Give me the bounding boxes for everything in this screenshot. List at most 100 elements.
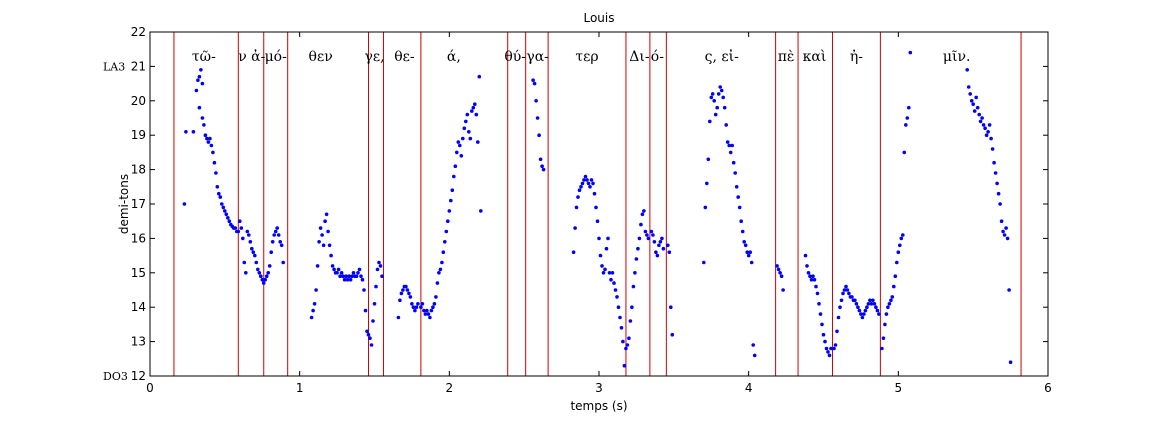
pitch-point	[443, 240, 447, 244]
pitch-point	[853, 298, 857, 303]
pitch-point	[990, 147, 995, 151]
pitch-point	[987, 123, 992, 127]
pitch-point	[440, 260, 444, 265]
pitch-point	[619, 326, 624, 330]
y-tick-label: 17	[131, 197, 146, 211]
pitch-point	[420, 302, 425, 306]
syllable-label: καὶ	[803, 48, 827, 65]
x-tick-label: 1	[296, 381, 304, 395]
pitch-point	[776, 267, 781, 272]
pitch-point	[378, 264, 383, 268]
pitch-point	[368, 336, 372, 341]
pitch-point	[645, 233, 649, 237]
pitch-point	[779, 274, 784, 279]
pitch-point	[592, 191, 597, 196]
pitch-point	[474, 112, 479, 117]
pitch-point	[226, 216, 230, 220]
pitch-point	[205, 136, 209, 141]
pitch-point	[655, 253, 660, 258]
pitch-point	[269, 250, 274, 254]
pitch-point	[465, 112, 470, 117]
y-tick-label: 19	[131, 128, 146, 142]
pitch-point	[845, 288, 850, 292]
pitch-point	[871, 298, 875, 303]
pitch-point	[710, 92, 715, 96]
pitch-point	[217, 191, 221, 196]
pitch-point	[986, 130, 990, 134]
pitch-point	[612, 281, 616, 285]
pitch-point	[200, 81, 205, 86]
pitch-point	[651, 233, 655, 237]
pitch-point	[670, 332, 675, 337]
pitch-point	[1002, 233, 1007, 237]
pitch-point	[832, 346, 836, 351]
chart-title: Louis	[583, 11, 614, 25]
pitch-point	[616, 305, 621, 310]
pitch-point	[751, 343, 755, 347]
pitch-point	[329, 253, 333, 258]
pitch-point	[396, 315, 401, 320]
pitch-point	[459, 154, 464, 158]
pitch-point	[814, 284, 818, 289]
pitch-point	[971, 102, 975, 106]
syllable-label: μό-	[265, 49, 288, 65]
pitch-point	[706, 157, 711, 162]
pitch-point	[437, 271, 441, 275]
pitch-point	[278, 240, 283, 244]
pitch-point	[636, 246, 640, 251]
pitch-point	[372, 302, 377, 306]
pitch-point	[220, 202, 224, 206]
pitch-point	[628, 319, 633, 323]
pitch-point	[405, 288, 410, 292]
pitch-point	[196, 78, 200, 82]
pitch-point	[257, 271, 262, 275]
pitch-point	[267, 264, 272, 268]
pitch-point	[817, 302, 821, 306]
pitch-point	[775, 264, 779, 268]
pitch-point	[875, 308, 880, 313]
syllable-label: μῖν.	[943, 49, 971, 65]
pitch-point	[654, 250, 658, 254]
pitch-point	[708, 119, 712, 124]
pitch-point	[666, 243, 670, 248]
pitch-point	[582, 178, 586, 182]
y-tick-label: 21	[131, 59, 146, 73]
pitch-point	[335, 271, 339, 275]
pitch-point	[426, 312, 431, 316]
y-tick-label: 20	[131, 94, 146, 108]
pitch-point	[637, 236, 642, 241]
x-tick-label: 2	[446, 381, 454, 395]
pitch-point	[742, 240, 746, 244]
pitch-point	[446, 219, 450, 223]
pitch-point	[419, 305, 423, 310]
pitch-point	[896, 250, 901, 254]
pitch-point	[809, 277, 814, 282]
pitch-point	[968, 92, 972, 96]
pitch-point	[601, 271, 606, 275]
pitch-point	[255, 267, 260, 272]
pitch-point	[597, 236, 601, 241]
pitch-point	[975, 105, 980, 110]
pitch-point	[890, 295, 895, 299]
pitch-point	[841, 291, 845, 296]
syllable-label: Δι-	[629, 49, 650, 65]
pitch-point	[401, 288, 405, 292]
pitch-point	[360, 277, 365, 282]
pitch-point	[734, 185, 739, 189]
pitch-point	[476, 140, 480, 144]
pitch-point	[449, 198, 453, 203]
pitch-point	[847, 291, 851, 296]
pitch-point	[452, 174, 456, 179]
pitch-point	[339, 271, 344, 275]
pitch-point	[821, 332, 826, 337]
pitch-point	[535, 116, 540, 120]
pitch-point	[658, 240, 663, 244]
pitch-point	[538, 157, 543, 162]
pitch-point	[342, 277, 347, 282]
pitch-point	[242, 260, 247, 265]
pitch-point	[320, 233, 324, 237]
pitch-point	[422, 308, 426, 313]
pitch-point	[866, 302, 871, 306]
pitch-point	[212, 160, 217, 165]
syllable-label: γα-	[526, 49, 549, 65]
